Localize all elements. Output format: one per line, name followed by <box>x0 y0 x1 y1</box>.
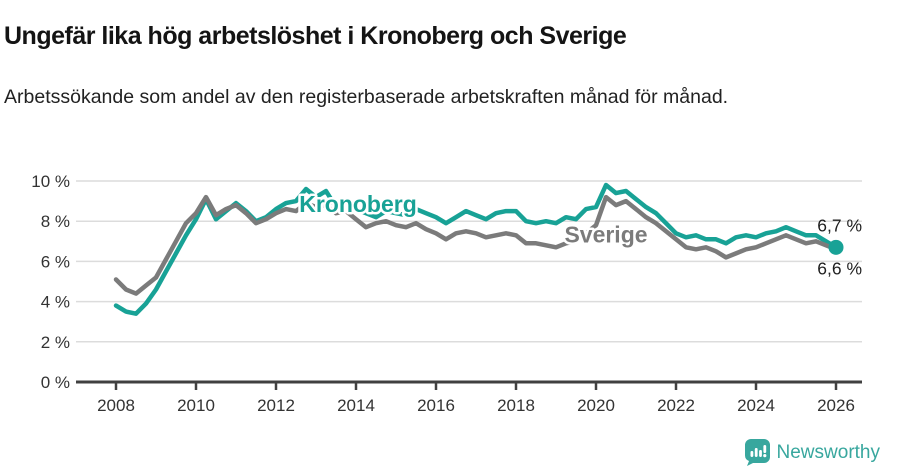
x-tick-label: 2012 <box>257 396 295 415</box>
page-title: Ungefär lika hög arbetslöshet i Kronober… <box>4 21 627 50</box>
series-label-sverige: Sverige <box>564 221 647 247</box>
y-tick-label: 8 % <box>41 212 70 231</box>
x-tick-label: 2016 <box>417 396 455 415</box>
bar-chart-pin-icon <box>744 439 770 466</box>
series-line-sverige <box>113 194 839 296</box>
x-tick-label: 2014 <box>337 396 375 415</box>
x-tick-label: 2026 <box>817 396 855 415</box>
series-end-dot-kronoberg <box>828 239 844 255</box>
brand-footer: Newsworthy <box>744 439 880 466</box>
y-tick-label: 10 % <box>31 172 70 191</box>
x-tick-label: 2018 <box>497 396 535 415</box>
x-tick-label: 2010 <box>177 396 215 415</box>
y-tick-label: 6 % <box>41 252 70 271</box>
y-tick-label: 4 % <box>41 293 70 312</box>
x-tick-label: 2008 <box>97 396 135 415</box>
x-tick-label: 2020 <box>577 396 615 415</box>
end-value-label-bottom: 6,6 % <box>817 258 862 278</box>
chart-subtitle: Arbetssökande som andel av den registerb… <box>4 85 729 108</box>
series-line-kronoberg <box>113 182 839 316</box>
brand-name: Newsworthy <box>776 441 880 463</box>
y-tick-label: 2 % <box>41 333 70 352</box>
series-label-kronoberg: Kronoberg <box>299 191 417 217</box>
x-tick-label: 2024 <box>737 396 775 415</box>
end-value-label-top: 6,7 % <box>817 215 862 235</box>
x-tick-label: 2022 <box>657 396 695 415</box>
y-tick-label: 0 % <box>41 373 70 392</box>
